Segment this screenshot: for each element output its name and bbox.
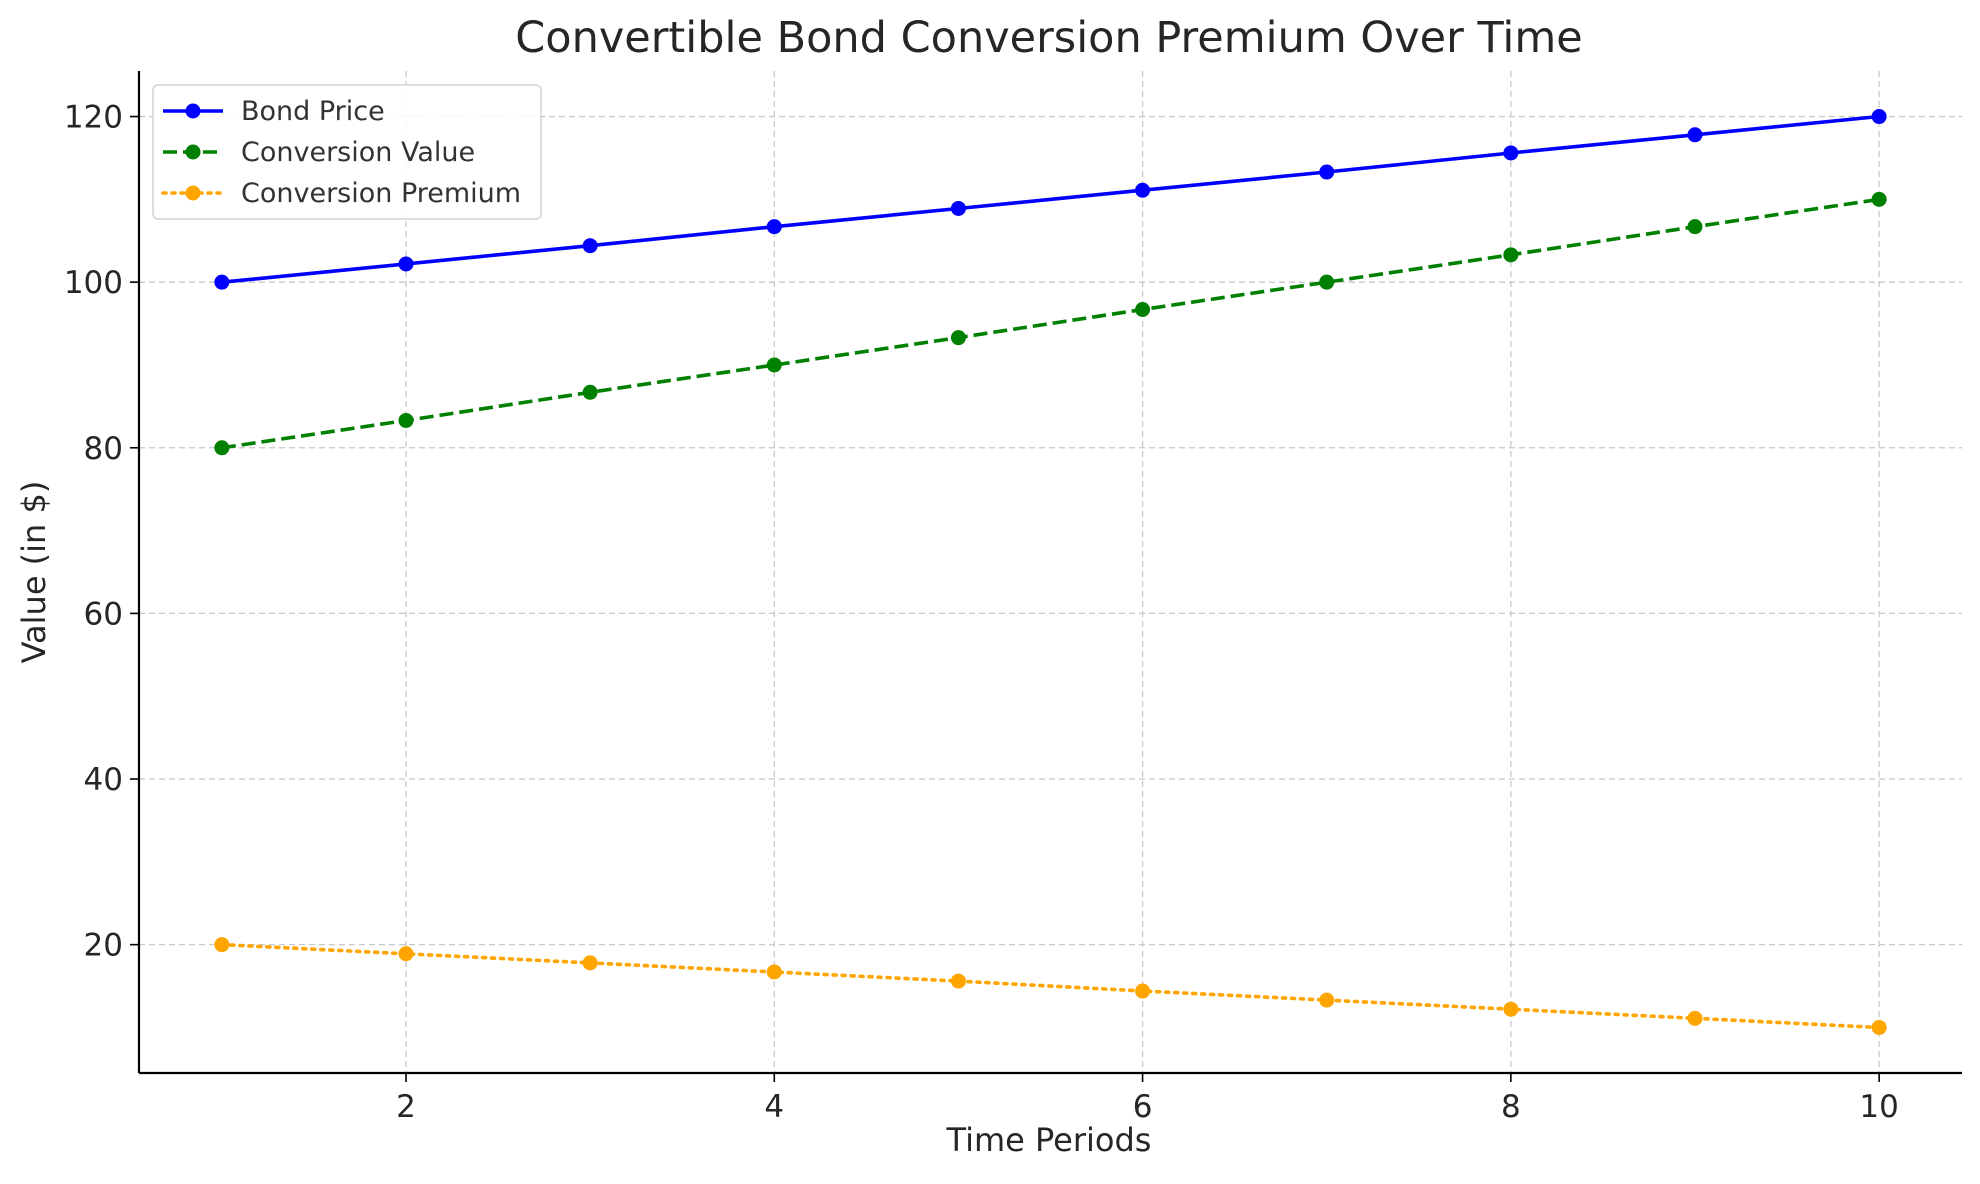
legend-marker — [185, 144, 201, 160]
legend-marker — [185, 103, 201, 119]
data-point-bond-price — [1503, 145, 1519, 161]
data-point-conversion-value — [1135, 301, 1151, 317]
legend-item-conversion-premium: Conversion Premium — [161, 178, 521, 209]
series-layer — [214, 109, 1887, 1035]
axes-layer: 2 4 6 8 10 20 40 60 80 100 120 — [64, 71, 1962, 1125]
series-line-conversion-premium — [220, 942, 1881, 1030]
x-tick-label: 10 — [1859, 1089, 1898, 1125]
x-tick-label: 8 — [1501, 1089, 1521, 1125]
data-point-bond-price — [1687, 127, 1703, 143]
series-conversion-value — [214, 191, 1887, 456]
data-point-conversion-premium — [1871, 1019, 1887, 1035]
series-conversion-premium — [214, 937, 1887, 1035]
series-line-bond-price — [221, 114, 1880, 284]
data-point-conversion-value — [582, 384, 598, 400]
data-point-conversion-premium — [950, 973, 966, 989]
data-point-conversion-value — [1503, 247, 1519, 263]
data-point-bond-price — [1319, 164, 1335, 180]
data-point-conversion-value — [1319, 274, 1335, 290]
data-point-conversion-premium — [1503, 1001, 1519, 1017]
data-point-conversion-premium — [1687, 1010, 1703, 1026]
y-axis-label: Value (in $) — [15, 481, 53, 664]
legend-label: Conversion Value — [241, 137, 475, 168]
data-point-bond-price — [1871, 109, 1887, 125]
y-tick-label: 20 — [84, 928, 123, 964]
data-point-bond-price — [398, 256, 414, 272]
data-point-conversion-value — [1687, 219, 1703, 235]
y-tick-label: 100 — [64, 265, 123, 301]
legend-item-bond-price: Bond Price — [163, 96, 385, 127]
y-tick-label: 120 — [64, 100, 123, 136]
y-tick-label: 80 — [84, 431, 123, 467]
data-point-bond-price — [766, 219, 782, 235]
data-point-conversion-premium — [766, 964, 782, 980]
y-tick-label: 40 — [84, 762, 123, 798]
grid-layer — [139, 71, 1962, 1073]
x-tick-label: 6 — [1133, 1089, 1153, 1125]
data-point-bond-price — [582, 238, 598, 254]
data-point-bond-price — [1135, 182, 1151, 198]
data-point-conversion-premium — [214, 937, 230, 953]
x-tick-label: 2 — [396, 1089, 416, 1125]
data-point-conversion-premium — [582, 955, 598, 971]
legend-label: Conversion Premium — [241, 178, 521, 209]
series-line-conversion-value — [221, 197, 1880, 450]
data-point-conversion-value — [766, 357, 782, 373]
chart-title: Convertible Bond Conversion Premium Over… — [515, 13, 1582, 63]
legend-marker — [185, 185, 201, 201]
x-tick-label: 4 — [764, 1089, 784, 1125]
data-point-conversion-value — [1871, 191, 1887, 207]
data-point-bond-price — [950, 200, 966, 216]
data-point-conversion-premium — [398, 946, 414, 962]
y-tick-label: 60 — [84, 596, 123, 632]
data-point-conversion-value — [214, 440, 230, 456]
legend: Bond Price Conversion Value Conversion Pre… — [152, 84, 542, 220]
data-point-conversion-value — [398, 412, 414, 428]
legend-frame — [152, 84, 542, 220]
data-point-conversion-premium — [1319, 992, 1335, 1008]
data-point-conversion-value — [950, 330, 966, 346]
series-bond-price — [214, 109, 1887, 290]
legend-label: Bond Price — [241, 96, 385, 127]
data-point-conversion-premium — [1135, 983, 1151, 999]
data-point-bond-price — [214, 274, 230, 290]
x-axis-label: Time Periods — [946, 1121, 1152, 1159]
legend-item-conversion-value: Conversion Value — [163, 137, 475, 168]
